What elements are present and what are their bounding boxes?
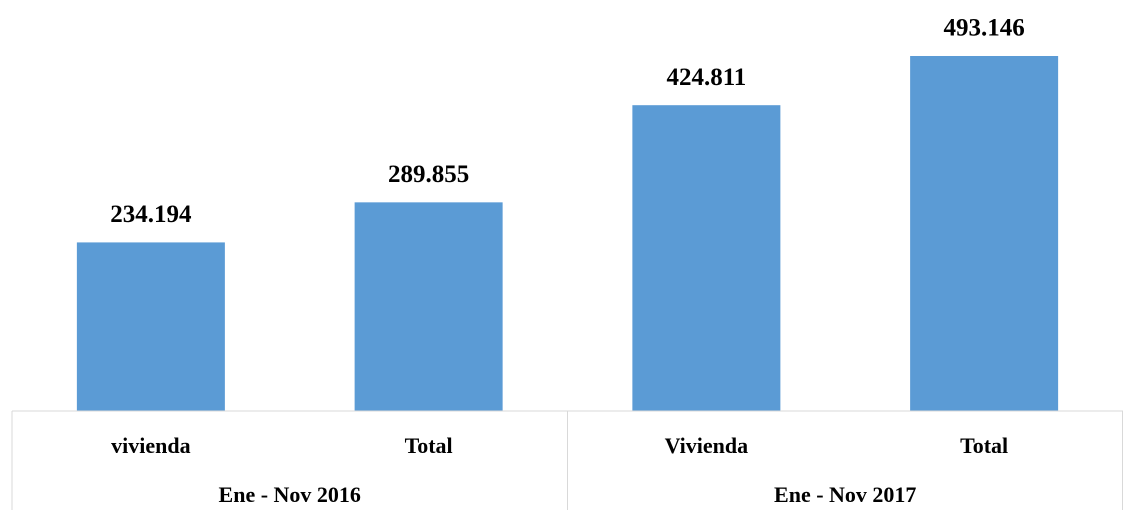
bar [354,202,503,411]
data-label: 289.855 [388,161,469,188]
x-tick-label: vivienda [111,433,190,458]
x-tick-label: Total [405,433,453,458]
data-label: 493.146 [944,15,1025,42]
bar [632,105,781,412]
group-label: Ene - Nov 2016 [219,482,361,507]
x-tick-label: Vivienda [665,433,749,458]
bar [910,56,1059,411]
x-tick-label: Total [960,433,1008,458]
bar [76,242,225,411]
data-label: 234.194 [110,201,192,228]
group-label: Ene - Nov 2017 [774,482,916,507]
data-label: 424.811 [666,64,746,91]
